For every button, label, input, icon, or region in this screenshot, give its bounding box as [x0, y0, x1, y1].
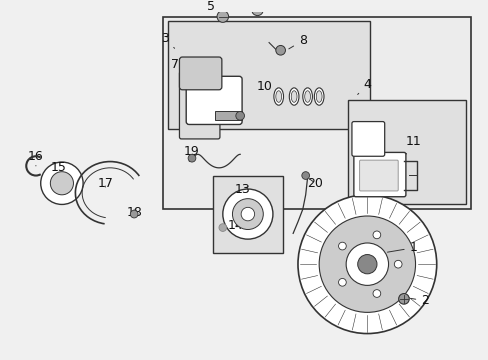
Text: 19: 19: [184, 145, 200, 158]
Circle shape: [41, 162, 83, 204]
Text: 5: 5: [207, 0, 221, 17]
Ellipse shape: [316, 91, 322, 102]
Circle shape: [398, 293, 408, 304]
Ellipse shape: [314, 88, 324, 105]
Bar: [347, 100, 465, 204]
Bar: [213, 176, 282, 253]
Circle shape: [319, 216, 415, 312]
Circle shape: [217, 11, 228, 22]
Text: 14: 14: [227, 214, 243, 232]
Circle shape: [219, 224, 226, 231]
Bar: [215, 112, 242, 120]
Text: 7: 7: [170, 58, 187, 73]
Circle shape: [235, 112, 244, 120]
Text: 11: 11: [405, 135, 421, 154]
Circle shape: [241, 207, 254, 221]
Ellipse shape: [289, 88, 298, 105]
Text: 17: 17: [97, 177, 113, 190]
Circle shape: [251, 4, 263, 15]
Bar: [167, 21, 369, 129]
Ellipse shape: [302, 88, 312, 105]
Circle shape: [338, 242, 346, 250]
Circle shape: [346, 243, 388, 285]
FancyBboxPatch shape: [353, 152, 405, 197]
FancyBboxPatch shape: [179, 57, 222, 90]
Circle shape: [232, 199, 263, 229]
Circle shape: [223, 189, 272, 239]
Ellipse shape: [291, 91, 296, 102]
Text: 3: 3: [161, 32, 174, 48]
Text: 8: 8: [288, 34, 306, 49]
Text: 18: 18: [126, 206, 142, 219]
Text: 9: 9: [215, 102, 228, 116]
Text: 2: 2: [410, 294, 428, 307]
Bar: [163, 17, 470, 209]
FancyBboxPatch shape: [179, 72, 220, 139]
FancyBboxPatch shape: [351, 122, 384, 156]
Text: 16: 16: [28, 150, 44, 166]
Ellipse shape: [275, 91, 281, 102]
FancyBboxPatch shape: [186, 76, 242, 125]
Text: 4: 4: [357, 77, 370, 94]
Circle shape: [393, 260, 401, 268]
Text: 10: 10: [256, 80, 278, 93]
Text: 15: 15: [51, 161, 67, 180]
Ellipse shape: [304, 91, 310, 102]
Circle shape: [301, 172, 309, 179]
Text: 6: 6: [0, 359, 1, 360]
Text: 13: 13: [234, 184, 249, 197]
Ellipse shape: [273, 88, 283, 105]
Text: 1: 1: [386, 241, 417, 254]
Circle shape: [372, 231, 380, 239]
Text: 20: 20: [307, 177, 323, 190]
Circle shape: [188, 154, 195, 162]
Circle shape: [338, 278, 346, 286]
Text: 12: 12: [379, 154, 400, 168]
Circle shape: [275, 45, 285, 55]
Circle shape: [50, 172, 73, 195]
FancyBboxPatch shape: [359, 160, 397, 191]
Circle shape: [130, 210, 138, 218]
Circle shape: [357, 255, 376, 274]
Circle shape: [372, 290, 380, 297]
Circle shape: [297, 195, 436, 334]
